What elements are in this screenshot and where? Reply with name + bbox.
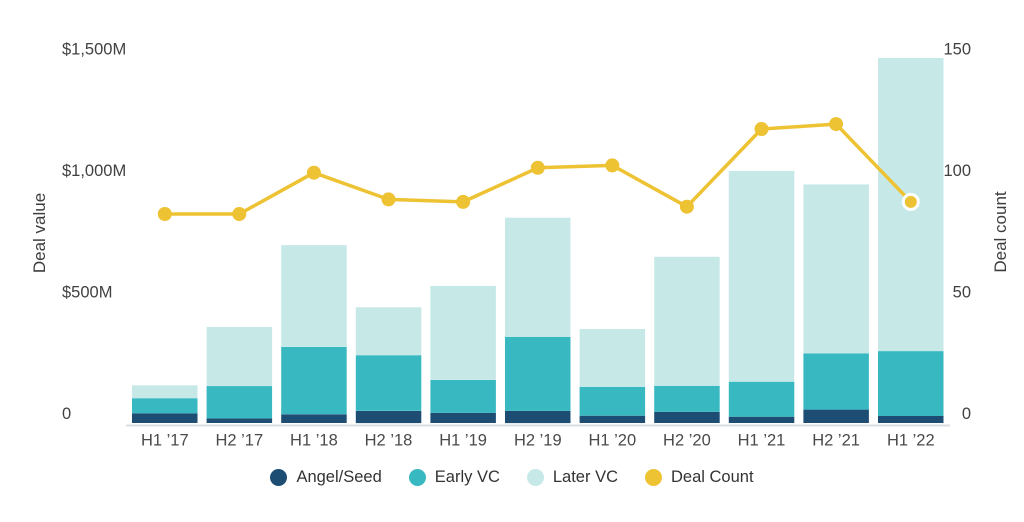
- bar-segment-later-vc[interactable]: [654, 256, 720, 386]
- legend-swatch-early-vc: [408, 469, 426, 486]
- bar-segment-angel-seed[interactable]: [654, 411, 720, 423]
- x-axis-label: H1 ’17: [141, 431, 189, 449]
- bar-segment-later-vc[interactable]: [281, 245, 347, 347]
- legend-swatch-deal-count: [645, 469, 662, 486]
- right-axis-tick: 50: [953, 283, 971, 301]
- legend-item-angel-seed[interactable]: Angel/Seed: [270, 468, 382, 487]
- x-axis-label: H1 ’21: [738, 431, 786, 449]
- right-axis-tick: 0: [962, 405, 971, 423]
- legend-item-early-vc[interactable]: Early VC: [408, 468, 500, 487]
- x-axis-label: H1 ’19: [439, 431, 487, 449]
- x-axis-label: H2 ’20: [663, 431, 711, 449]
- bar-segment-later-vc[interactable]: [505, 217, 571, 337]
- x-axis-label: H2 ’21: [812, 431, 860, 449]
- x-axis-label: H2 ’18: [365, 431, 413, 449]
- bar-segment-early-vc[interactable]: [654, 385, 720, 412]
- x-axis-label: H1 ’18: [290, 431, 338, 449]
- legend-item-deal-count[interactable]: Deal Count: [645, 468, 754, 487]
- bar-segment-later-vc[interactable]: [206, 327, 273, 386]
- left-axis-tick: $1,500M: [62, 40, 126, 58]
- bar-segment-angel-seed[interactable]: [281, 414, 347, 423]
- bar-segment-early-vc[interactable]: [878, 351, 944, 416]
- bar-segment-angel-seed[interactable]: [430, 412, 496, 423]
- deal-count-point[interactable]: [605, 158, 620, 173]
- x-axis-label: H2 ’19: [514, 431, 562, 449]
- bar-segment-later-vc[interactable]: [728, 171, 795, 382]
- deal-count-point[interactable]: [381, 192, 396, 207]
- chart-legend: Angel/Seed Early VC Later VC Deal Count: [0, 468, 1024, 487]
- deal-count-point[interactable]: [829, 117, 844, 132]
- deal-count-point[interactable]: [901, 192, 920, 211]
- bar-segment-early-vc[interactable]: [430, 380, 496, 413]
- bar-segment-angel-seed[interactable]: [505, 410, 571, 424]
- bar-segment-angel-seed[interactable]: [206, 418, 273, 423]
- bar-segment-angel-seed[interactable]: [355, 410, 422, 424]
- bar-segment-early-vc[interactable]: [505, 337, 571, 411]
- bar-segment-early-vc[interactable]: [132, 398, 198, 414]
- right-axis-tick: 100: [943, 162, 971, 180]
- deal-count-point[interactable]: [754, 122, 769, 136]
- legend-swatch-angel-seed: [270, 469, 288, 486]
- deal-count-point[interactable]: [306, 165, 321, 180]
- left-axis-tick: $500M: [62, 283, 112, 301]
- deal-count-point[interactable]: [530, 160, 545, 175]
- deal-count-point[interactable]: [157, 207, 172, 221]
- deal-count-point[interactable]: [679, 199, 694, 214]
- legend-label: Later VC: [552, 468, 618, 486]
- bar-segment-later-vc[interactable]: [355, 307, 422, 356]
- legend-item-later-vc[interactable]: Later VC: [526, 468, 618, 487]
- bar-segment-later-vc[interactable]: [132, 385, 198, 399]
- legend-label: Early VC: [434, 468, 500, 486]
- bar-segment-early-vc[interactable]: [803, 353, 869, 410]
- bar-segment-later-vc[interactable]: [430, 285, 496, 380]
- deal-count-point[interactable]: [456, 194, 471, 209]
- bar-segment-early-vc[interactable]: [281, 346, 347, 415]
- bar-segment-angel-seed[interactable]: [579, 415, 646, 423]
- x-axis-label: H2 ’17: [215, 431, 263, 449]
- bar-segment-early-vc[interactable]: [206, 386, 273, 419]
- bar-segment-angel-seed[interactable]: [132, 413, 198, 423]
- bar-segment-angel-seed[interactable]: [728, 416, 795, 423]
- bar-segment-angel-seed[interactable]: [878, 416, 944, 423]
- right-axis-tick: 150: [943, 40, 971, 58]
- legend-label: Angel/Seed: [296, 468, 382, 486]
- bar-segment-later-vc[interactable]: [579, 329, 646, 387]
- x-axis-label: H1 ’20: [588, 431, 636, 449]
- deal-count-point[interactable]: [232, 207, 247, 221]
- bar-segment-early-vc[interactable]: [355, 355, 422, 411]
- left-axis-tick: $1,000M: [62, 162, 126, 180]
- left-axis-tick: 0: [62, 405, 71, 423]
- bar-segment-later-vc[interactable]: [803, 184, 869, 354]
- legend-swatch-later-vc: [526, 469, 544, 486]
- bar-segment-early-vc[interactable]: [728, 381, 795, 417]
- bar-segment-early-vc[interactable]: [579, 386, 646, 416]
- x-axis-label: H1 ’22: [887, 431, 935, 449]
- legend-label: Deal Count: [671, 468, 754, 486]
- bar-segment-angel-seed[interactable]: [803, 409, 869, 423]
